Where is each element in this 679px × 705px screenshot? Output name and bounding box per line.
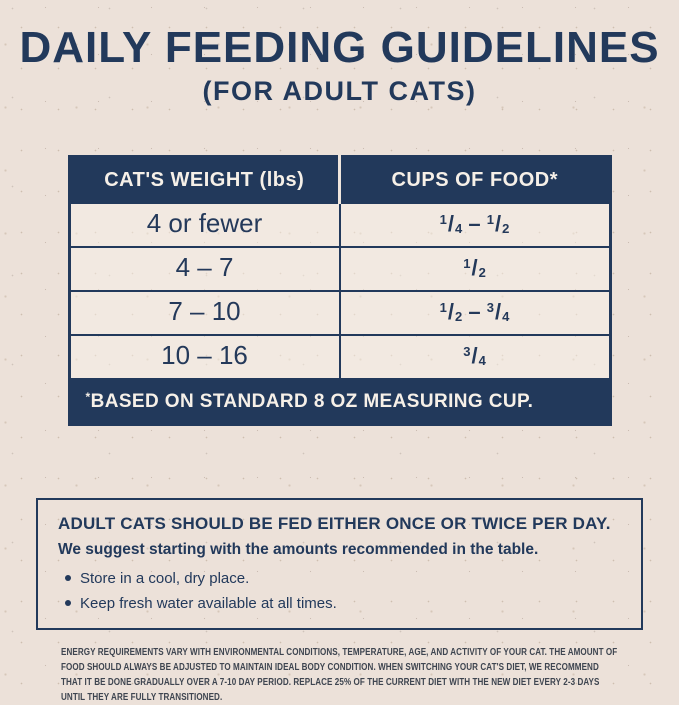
cups-cell: 3/4 [338,334,611,380]
page-subtitle: (FOR ADULT CATS) [202,76,477,106]
advice-bullet: Store in a cool, dry place. [58,570,621,587]
table-row: 4 or fewer 1/4 – 1/2 [68,202,611,248]
fine-print: ENERGY REQUIREMENTS VARY WITH ENVIRONMEN… [61,645,619,705]
feeding-guidelines-label: { "page": { "title": "DAILY FEEDING GUID… [0,26,679,705]
table-footnote-row: *BASED ON STANDARD 8 OZ MEASURING CUP. [69,379,610,425]
fine-print-text: ENERGY REQUIREMENTS VARY WITH ENVIRONMEN… [60,646,617,703]
column-header-weight: CAT'S WEIGHT (lbs) [69,156,341,203]
advice-bullet: Keep fresh water available at all times. [58,595,621,612]
advice-list: Store in a cool, dry place. Keep fresh wa… [58,570,621,612]
table-row: 7 – 10 1/2 – 3/4 [68,290,611,336]
feeding-table: CAT'S WEIGHT (lbs) CUPS OF FOOD* 4 or fe… [67,155,612,426]
weight-cell: 4 – 7 [68,246,341,292]
feeding-table-body: 4 or fewer 1/4 – 1/2 4 – 7 1/2 7 – 10 1/2 – 3… [68,202,611,380]
feeding-table-header: CAT'S WEIGHT (lbs) CUPS OF FOOD* [69,156,610,203]
advice-heading: ADULT CATS SHOULD BE FED EITHER ONCE OR … [58,514,611,533]
cups-cell: 1/2 [338,246,611,292]
page-title: DAILY FEEDING GUIDELINES [19,23,660,72]
feeding-table-footer: *BASED ON STANDARD 8 OZ MEASURING CUP. [69,379,610,425]
table-row: 4 – 7 1/2 [68,246,611,292]
cups-cell: 1/2 – 3/4 [338,290,611,336]
weight-cell: 4 or fewer [68,202,341,248]
table-footnote: *BASED ON STANDARD 8 OZ MEASURING CUP. [69,379,610,425]
table-row: 10 – 16 3/4 [68,334,611,380]
footnote-asterisk: * [85,390,91,404]
weight-cell: 10 – 16 [68,334,341,380]
column-header-cups: CUPS OF FOOD* [339,156,610,203]
weight-cell: 7 – 10 [68,290,341,336]
advice-box: ADULT CATS SHOULD BE FED EITHER ONCE OR … [36,498,643,630]
table-header-row: CAT'S WEIGHT (lbs) CUPS OF FOOD* [69,156,610,203]
cups-cell: 1/4 – 1/2 [338,202,611,248]
advice-subheading: We suggest starting with the amounts rec… [58,541,539,558]
